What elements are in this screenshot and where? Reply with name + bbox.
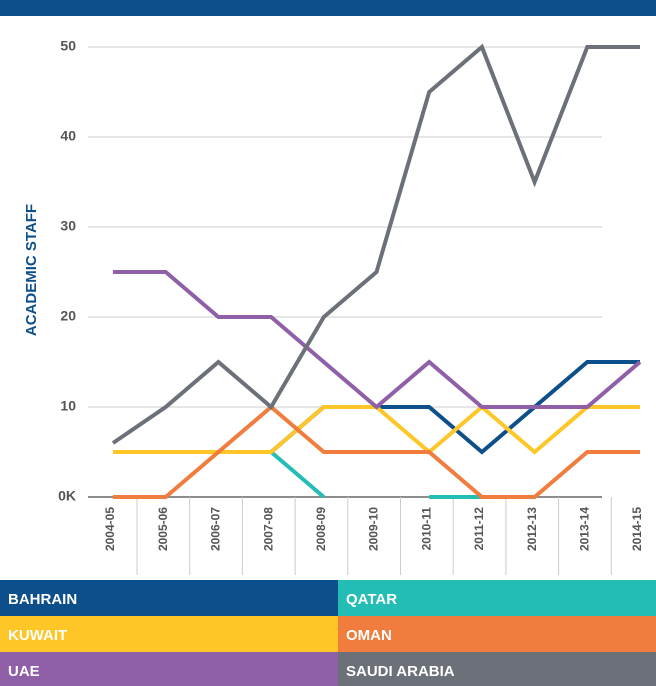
series-line [113, 270, 642, 410]
legend-swatch [0, 652, 338, 686]
series-line [113, 404, 640, 455]
legend-swatch [338, 616, 656, 652]
legend-label: UAE [8, 663, 40, 680]
x-tick-label: 2011-12 [472, 507, 486, 551]
x-tick-label: 2004-05 [103, 507, 117, 551]
legend-swatch [0, 580, 338, 616]
x-tick-label: 2008-09 [314, 507, 328, 551]
y-tick-label: 40 [60, 128, 76, 144]
y-tick-label: 50 [60, 38, 76, 54]
y-tick-label: 0K [58, 488, 76, 504]
x-tick-label: 2012-13 [525, 507, 539, 551]
legend-label: BAHRAIN [8, 591, 77, 608]
header-bar [0, 0, 656, 16]
legend-swatch [338, 652, 656, 686]
x-tick-label: 2006-07 [209, 507, 223, 551]
x-tick-label: 2014-15 [630, 507, 644, 551]
y-tick-label: 10 [60, 398, 76, 414]
legend-label: QATAR [346, 591, 397, 608]
series-line [113, 404, 640, 499]
y-tick-label: 30 [60, 218, 76, 234]
legend-swatch [338, 580, 656, 616]
legend-label: OMAN [346, 627, 392, 644]
y-axis-label: ACADEMIC STAFF [23, 204, 40, 336]
legend-label: KUWAIT [8, 627, 67, 644]
x-tick-label: 2010-11 [419, 507, 433, 551]
series-line [111, 43, 640, 445]
legend-label: SAUDI ARABIA [346, 663, 455, 680]
legend-swatch [0, 616, 338, 652]
x-tick-label: 2013-14 [577, 507, 591, 551]
y-tick-label: 20 [60, 308, 76, 324]
series-line [269, 450, 482, 499]
x-tick-label: 2007-08 [261, 507, 275, 551]
x-tick-label: 2009-10 [367, 507, 381, 551]
x-tick-label: 2005-06 [156, 507, 170, 551]
